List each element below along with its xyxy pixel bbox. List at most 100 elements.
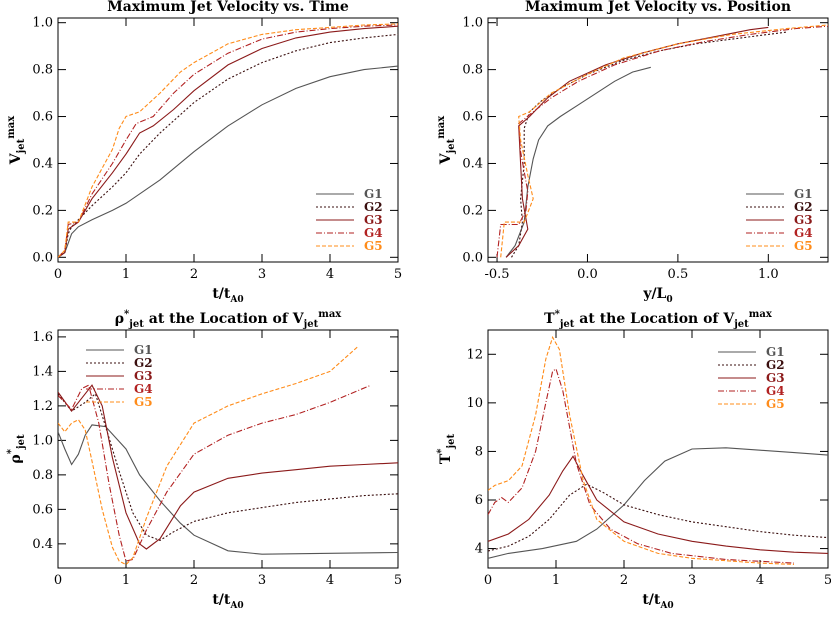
x-tick-label: 0.0 (577, 267, 598, 282)
x-tick-label: 5 (394, 267, 402, 282)
y-tick-label: 1.4 (32, 364, 53, 379)
legend-label: G1 (364, 187, 383, 201)
x-tick-label: 5 (824, 573, 831, 588)
y-tick-label: 1.0 (462, 16, 483, 31)
x-tick-label: -0.5 (485, 267, 510, 282)
x-axis-label: t/tA0 (212, 286, 243, 305)
chart-title: T*jet at the Location of Vjetmax (544, 309, 773, 330)
plot-frame (57, 17, 399, 263)
y-tick-label: 0.6 (32, 502, 53, 517)
legend-label: G3 (134, 369, 153, 383)
y-tick-label: 8 (475, 444, 483, 459)
x-tick-label: 5 (394, 573, 402, 588)
chart-title: Maximum Jet Velocity vs. Position (525, 0, 791, 15)
x-tick-label: 0 (54, 573, 62, 588)
x-axis-label: y/L0 (642, 286, 672, 305)
series-line-g3 (58, 25, 398, 258)
plot-frame (487, 17, 829, 263)
legend-label: G5 (134, 395, 153, 409)
x-tick-label: 0 (484, 573, 492, 588)
series-line-g3 (505, 26, 769, 258)
y-axis-label: T*jet (436, 433, 457, 464)
x-tick-label: 2 (190, 573, 198, 588)
legend-label: G2 (134, 356, 153, 370)
legend-label: G2 (794, 200, 813, 214)
y-tick-label: 10 (466, 396, 483, 411)
series-line-g4 (58, 24, 398, 258)
x-tick-label: 1 (552, 573, 560, 588)
plot-frame (487, 329, 829, 569)
series-line-g5 (500, 24, 828, 258)
y-axis-label: Vjetmax (436, 115, 457, 166)
legend-label: G1 (134, 343, 153, 357)
y-tick-label: 0.8 (32, 63, 53, 78)
plot-frame (57, 329, 399, 569)
y-tick-label: 1.0 (32, 16, 53, 31)
series-line-g2 (58, 392, 398, 542)
y-tick-label: 0.0 (462, 250, 483, 265)
series-line-g5 (488, 335, 795, 565)
panel-p3: 0 1 2 3 4 5 0.4 0.6 0.8 1.0 1.2 1.4 1.6 ρ*jet at the … (6, 309, 402, 611)
y-tick-label: 6 (475, 493, 483, 508)
series-line-g1 (488, 447, 828, 559)
y-tick-label: 1.6 (32, 330, 53, 345)
x-tick-label: 1 (122, 573, 130, 588)
legend-label: G5 (794, 239, 813, 253)
y-tick-label: 1.2 (32, 399, 53, 414)
y-tick-label: 0.0 (32, 250, 53, 265)
legend-label: G5 (766, 397, 785, 411)
legend-label: G3 (794, 213, 813, 227)
x-tick-label: 4 (326, 573, 334, 588)
legend-label: G4 (134, 382, 153, 396)
chart-title: Maximum Jet Velocity vs. Time (107, 0, 349, 15)
legend-label: G3 (766, 371, 785, 385)
legend-label: G5 (364, 239, 383, 253)
series-line-g4 (496, 25, 828, 258)
series-line-g2 (58, 33, 398, 258)
y-tick-label: 1.0 (32, 433, 53, 448)
x-tick-label: 0.5 (668, 267, 689, 282)
x-tick-label: 1 (122, 267, 130, 282)
legend-label: G1 (766, 345, 785, 359)
y-tick-label: 0.4 (462, 156, 483, 171)
chart-title: ρ*jet at the Location of Vjetmax (115, 309, 343, 330)
y-tick-label: 0.4 (32, 156, 53, 171)
series-line-g5 (58, 346, 358, 566)
x-axis-label: t/tA0 (212, 592, 243, 611)
x-tick-label: 3 (258, 267, 266, 282)
y-tick-label: 0.8 (462, 63, 483, 78)
x-tick-label: 4 (326, 267, 334, 282)
legend-label: G2 (766, 358, 785, 372)
x-tick-label: 3 (258, 573, 266, 588)
legend-label: G4 (794, 226, 813, 240)
legend-label: G2 (364, 200, 383, 214)
legend-label: G4 (766, 384, 785, 398)
x-tick-label: 0 (54, 267, 62, 282)
x-tick-label: 4 (756, 573, 764, 588)
series-line-g1 (58, 65, 398, 258)
x-tick-label: 3 (688, 573, 696, 588)
series-line-g2 (511, 31, 787, 258)
series-line-g3 (58, 384, 398, 550)
x-tick-label: 2 (190, 267, 198, 282)
y-tick-label: 0.8 (32, 468, 53, 483)
series-line-g1 (58, 424, 398, 555)
y-tick-label: 0.2 (462, 203, 483, 218)
legend-label: G3 (364, 213, 383, 227)
y-tick-label: 0.6 (32, 110, 53, 125)
legend-label: G4 (364, 226, 383, 240)
y-tick-label: 0.6 (462, 110, 483, 125)
panel-p1: 0 1 2 3 4 5 0.0 0.2 0.4 0.6 0.8 1.0 Maximum Jet Velo… (6, 0, 402, 305)
legend-label: G1 (794, 187, 813, 201)
series-line-g2 (488, 483, 828, 552)
y-axis-label: Vjetmax (6, 115, 27, 166)
x-axis-label: t/tA0 (642, 592, 673, 611)
y-tick-label: 0.4 (32, 537, 53, 552)
x-tick-label: 1.0 (758, 267, 779, 282)
y-tick-label: 4 (475, 542, 483, 557)
series-line-g5 (58, 23, 398, 258)
y-axis-label: ρ*jet (6, 434, 27, 464)
